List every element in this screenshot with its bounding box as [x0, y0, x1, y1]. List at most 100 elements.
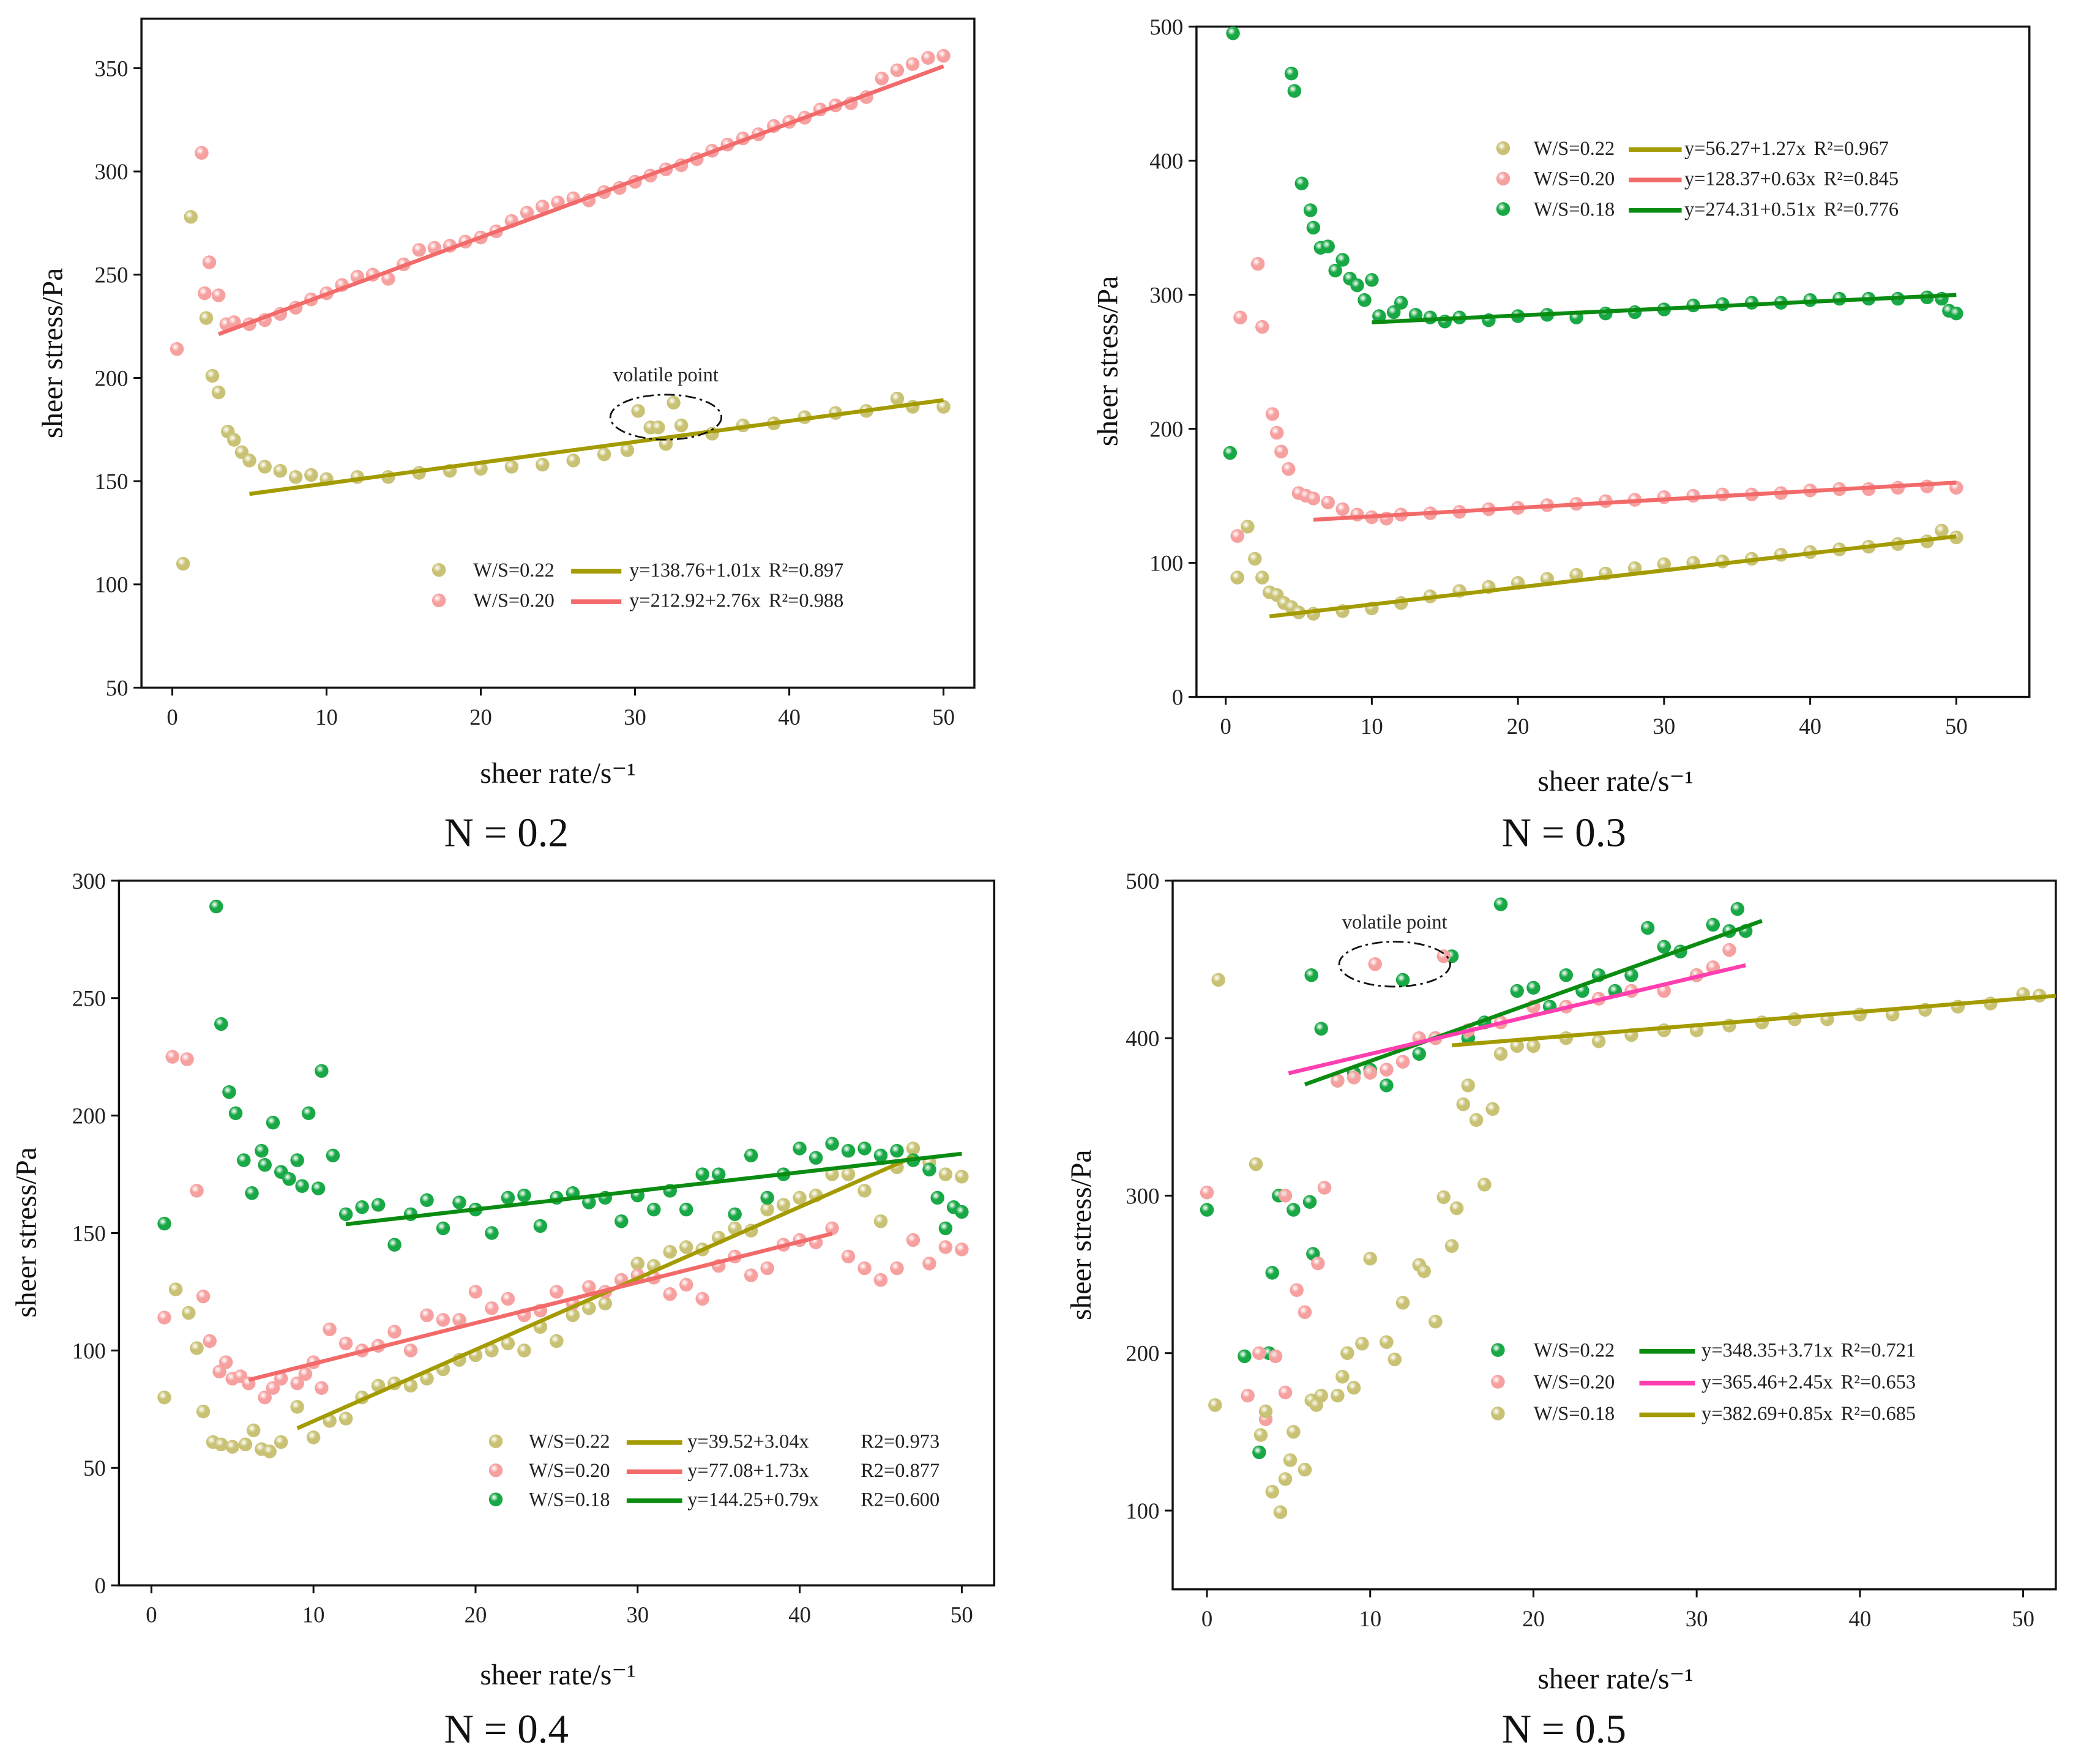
legend-equation: y=274.31+0.51x	[1684, 198, 1816, 220]
data-point-018	[711, 1167, 726, 1181]
legend-marker	[431, 562, 446, 577]
data-point-022	[1380, 1078, 1394, 1093]
data-point-020	[1298, 1305, 1312, 1320]
legend-equation: y=77.08+1.73x	[687, 1460, 809, 1482]
data-point-022	[1314, 1022, 1328, 1036]
y-axis-label: sheer stress/Pa	[1092, 276, 1124, 446]
legend-marker	[1491, 1343, 1505, 1357]
data-point-018	[1394, 296, 1408, 310]
data-point-020	[921, 51, 935, 65]
data-point-018	[315, 1064, 329, 1078]
annotation-label: volatile point	[1342, 911, 1447, 933]
data-point-020	[387, 1325, 402, 1339]
data-point-020	[1268, 1349, 1283, 1364]
data-point-020	[1290, 1283, 1304, 1298]
data-point-018	[890, 1143, 904, 1158]
data-point-020	[922, 1257, 936, 1271]
data-point-020	[1255, 320, 1269, 334]
data-point-022	[504, 460, 519, 474]
data-point-020	[938, 1240, 953, 1254]
data-point-022	[304, 468, 318, 482]
plot-frame	[140, 17, 976, 689]
data-point-020	[906, 1233, 921, 1247]
legend-r-squared: R2=0.877	[861, 1460, 939, 1482]
data-point-022	[1412, 1047, 1426, 1061]
legend-r-squared: R²=0.653	[1841, 1371, 1916, 1393]
legend-marker	[1491, 1407, 1505, 1421]
data-point-018	[1449, 1201, 1464, 1216]
data-point-022	[1493, 897, 1508, 911]
data-point-020	[936, 48, 951, 63]
data-point-018	[744, 1148, 758, 1163]
data-point-018	[266, 1115, 280, 1130]
data-point-018	[1388, 1352, 1402, 1367]
x-tick-label: 40	[788, 1602, 811, 1628]
panel-4: 0 10 20 30 40 50 100 200 300 400 500 sheer rate/s⁻¹…	[1066, 869, 2057, 1752]
data-point-020	[744, 1268, 758, 1282]
data-point-022	[550, 1334, 564, 1348]
data-point-020	[1657, 984, 1671, 998]
data-point-018	[922, 1162, 936, 1177]
data-point-018	[420, 1193, 434, 1208]
data-point-022	[420, 1372, 434, 1386]
data-point-018	[533, 1219, 548, 1233]
data-point-022	[536, 457, 550, 472]
fit-line	[1313, 480, 1957, 522]
data-point-020	[550, 1285, 564, 1299]
x-tick-label: 20	[1522, 1606, 1545, 1631]
data-point-022	[1395, 973, 1410, 987]
fit-line	[296, 1155, 914, 1430]
data-point-020	[211, 288, 226, 302]
data-point-018	[1335, 1370, 1350, 1384]
data-point-020	[1252, 1346, 1266, 1360]
y-tick-label: 300	[1149, 282, 1183, 307]
data-point-018	[614, 1214, 629, 1228]
data-point-022	[620, 443, 635, 457]
data-point-020	[1722, 943, 1736, 957]
data-point-020	[679, 1277, 693, 1292]
data-point-022	[1640, 921, 1655, 935]
data-point-022	[205, 368, 220, 383]
legend-marker	[1491, 1375, 1505, 1389]
legend-marker	[431, 593, 446, 608]
data-point-018	[311, 1181, 326, 1195]
data-point-018	[1331, 1388, 1345, 1403]
y-tick-label: 100	[94, 572, 128, 597]
x-tick-label: 10	[1361, 714, 1383, 739]
data-point-020	[1269, 425, 1284, 440]
y-tick-label: 350	[94, 56, 128, 81]
data-point-022	[196, 1404, 211, 1419]
data-point-022	[238, 1437, 253, 1452]
x-tick-label: 30	[626, 1602, 649, 1628]
y-tick-label: 300	[94, 159, 128, 184]
data-point-018	[760, 1190, 774, 1205]
data-point-022	[598, 1296, 613, 1310]
data-point-018	[222, 1085, 236, 1099]
data-point-018	[1314, 1388, 1328, 1403]
data-point-022	[659, 437, 673, 451]
data-point-018	[338, 1207, 353, 1222]
data-point-022	[242, 454, 256, 468]
legend-marker	[1496, 141, 1511, 155]
y-tick-label: 0	[1172, 685, 1183, 710]
legend-label: W/S=0.20	[529, 1460, 610, 1482]
y-tick-label: 400	[1149, 148, 1183, 173]
data-point-018	[1340, 1346, 1354, 1360]
legend-equation: y=144.25+0.79x	[687, 1489, 819, 1511]
data-point-022	[597, 447, 611, 462]
data-point-018	[1365, 273, 1379, 287]
data-point-018	[326, 1148, 340, 1163]
data-point-020	[198, 286, 212, 301]
legend-label: W/S=0.18	[1534, 1403, 1615, 1425]
data-point-018	[1526, 1039, 1541, 1053]
data-point-022	[1706, 918, 1720, 932]
data-point-022	[566, 454, 580, 468]
data-point-018	[387, 1238, 402, 1252]
x-tick-label: 40	[1849, 1606, 1872, 1631]
data-point-022	[663, 1244, 677, 1259]
data-point-020	[955, 1243, 969, 1257]
data-point-018	[873, 1148, 888, 1163]
plot-frame	[1171, 880, 2057, 1591]
data-point-022	[168, 1282, 183, 1296]
data-point-022	[474, 462, 488, 476]
